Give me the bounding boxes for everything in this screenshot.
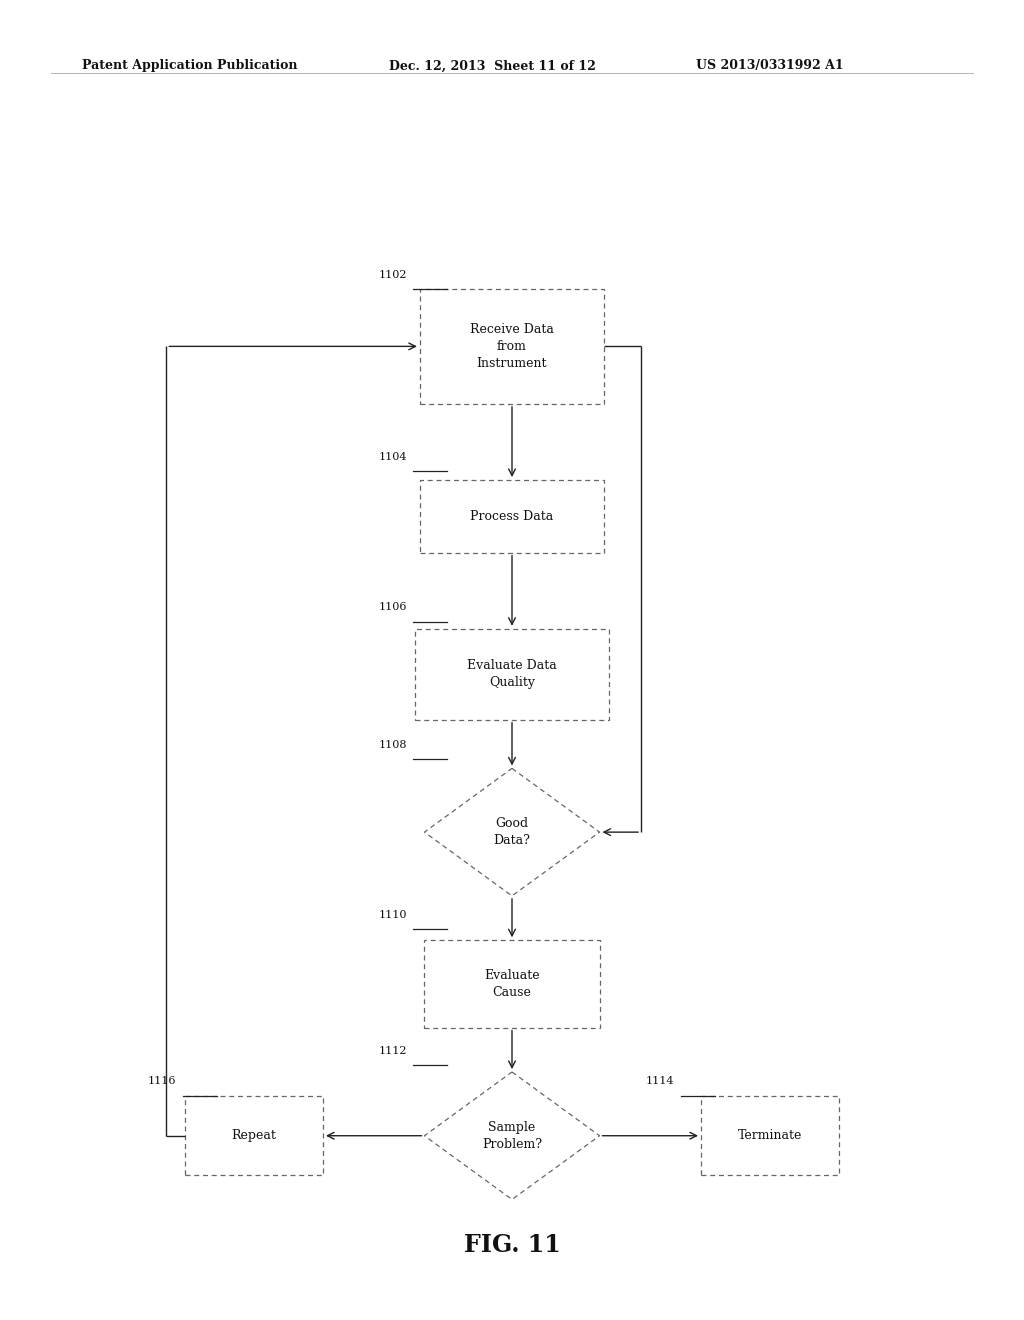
- Text: Good
Data?: Good Data?: [494, 817, 530, 847]
- FancyBboxPatch shape: [700, 1096, 840, 1175]
- Text: Evaluate
Cause: Evaluate Cause: [484, 969, 540, 999]
- Text: 1108: 1108: [378, 739, 407, 750]
- Text: 1112: 1112: [378, 1045, 407, 1056]
- Text: 1116: 1116: [147, 1076, 176, 1086]
- Text: Dec. 12, 2013  Sheet 11 of 12: Dec. 12, 2013 Sheet 11 of 12: [389, 59, 596, 73]
- Text: Repeat: Repeat: [231, 1129, 276, 1142]
- FancyBboxPatch shape: [184, 1096, 324, 1175]
- FancyBboxPatch shape: [420, 289, 604, 404]
- Text: Sample
Problem?: Sample Problem?: [482, 1121, 542, 1151]
- FancyBboxPatch shape: [420, 480, 604, 553]
- Text: Patent Application Publication: Patent Application Publication: [82, 59, 297, 73]
- Text: 1104: 1104: [378, 451, 407, 462]
- Text: Receive Data
from
Instrument: Receive Data from Instrument: [470, 323, 554, 370]
- Text: 1114: 1114: [645, 1076, 674, 1086]
- Text: 1102: 1102: [378, 269, 407, 280]
- Text: Evaluate Data
Quality: Evaluate Data Quality: [467, 659, 557, 689]
- Text: 1110: 1110: [378, 909, 407, 920]
- Text: Terminate: Terminate: [738, 1129, 802, 1142]
- Text: 1106: 1106: [378, 602, 407, 612]
- FancyBboxPatch shape: [424, 940, 600, 1028]
- Text: Process Data: Process Data: [470, 510, 554, 523]
- Text: US 2013/0331992 A1: US 2013/0331992 A1: [696, 59, 844, 73]
- Text: FIG. 11: FIG. 11: [464, 1233, 560, 1257]
- FancyBboxPatch shape: [416, 628, 608, 719]
